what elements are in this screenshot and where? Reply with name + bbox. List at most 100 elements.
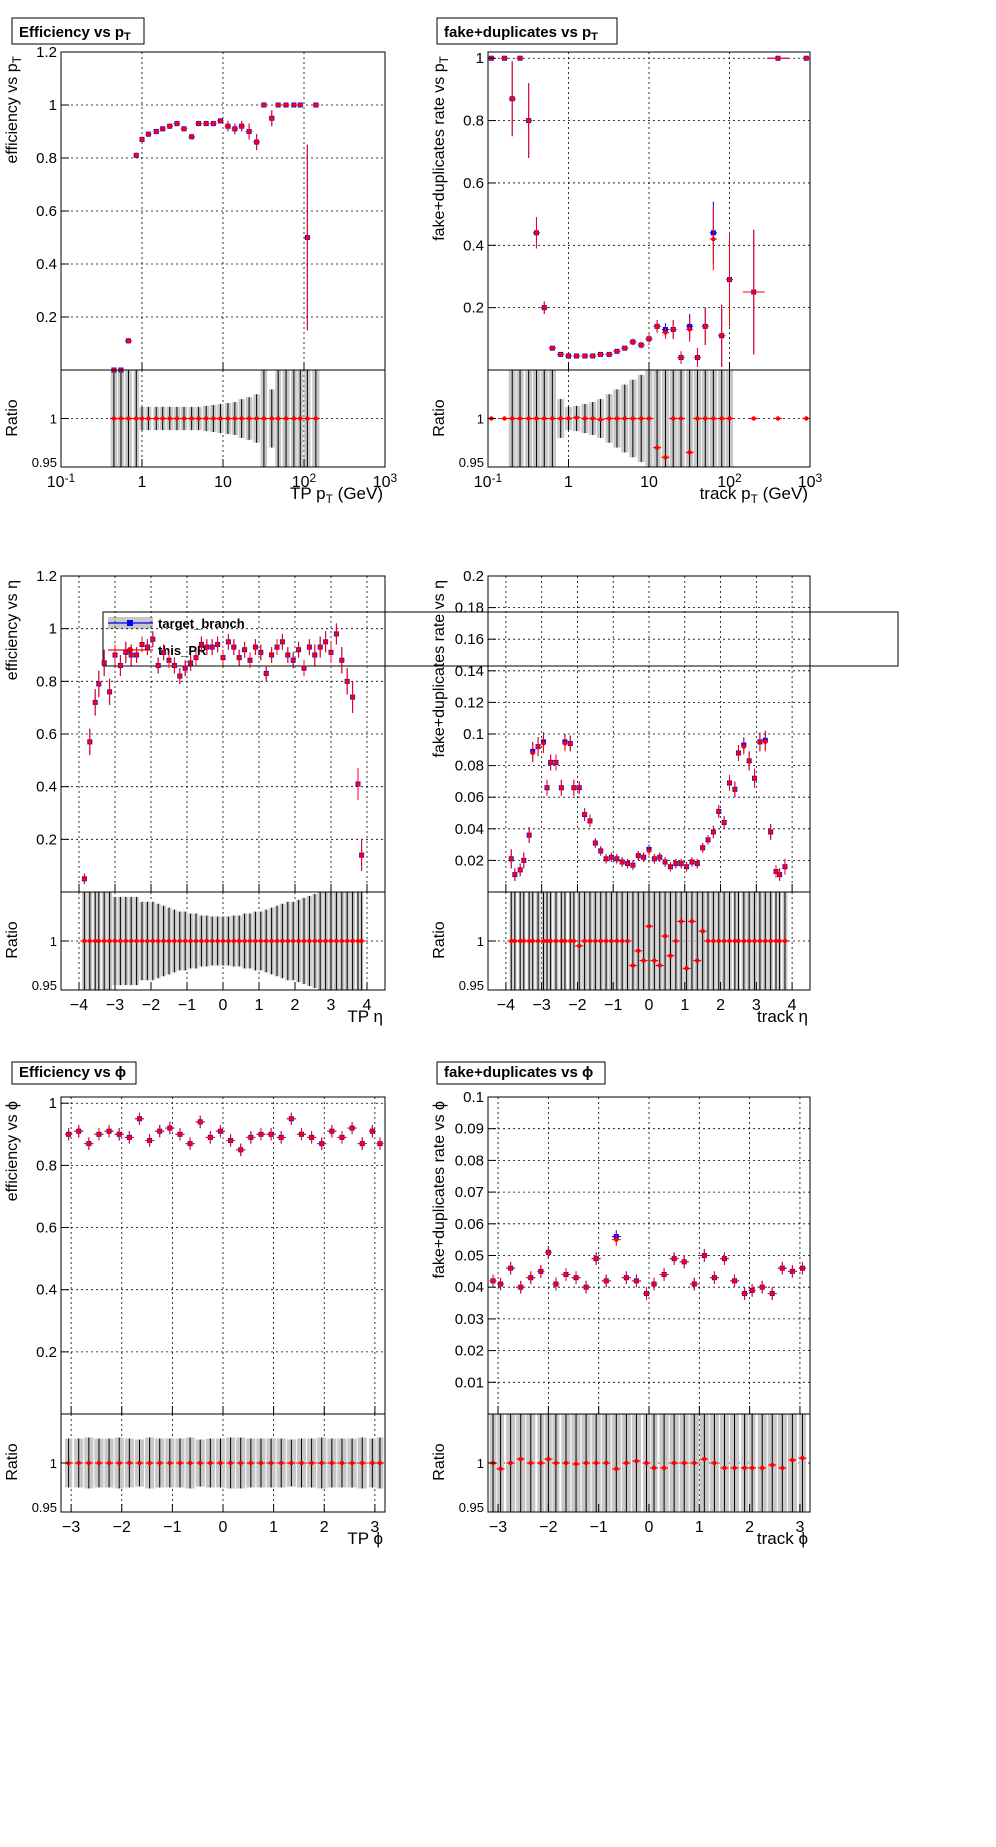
data-point-this-pr <box>196 121 201 126</box>
y-tick-label: 0.2 <box>36 1344 57 1361</box>
y-tick-label: 0.8 <box>36 1157 57 1174</box>
y-tick-label: 0.08 <box>455 1152 484 1169</box>
ratio-point <box>727 416 732 421</box>
y-tick-label: 0.01 <box>455 1374 484 1391</box>
data-point-this-pr <box>518 1285 523 1290</box>
ratio-point <box>349 1460 355 1466</box>
ratio-point <box>630 416 636 421</box>
ratio-point <box>96 938 102 944</box>
ratio-point <box>328 938 334 944</box>
data-point-this-pr <box>177 673 182 679</box>
ratio-point <box>763 938 768 944</box>
x-axis-label: track pT (GeV) <box>700 484 808 506</box>
ratio-point <box>188 938 193 944</box>
data-point-this-pr <box>220 655 226 660</box>
ratio-point <box>636 948 641 953</box>
data-point-this-pr <box>780 1265 785 1271</box>
x-tick-label: 10-1 <box>47 471 76 491</box>
y-tick-label: 0.04 <box>455 1279 484 1296</box>
data-point-this-pr <box>490 1278 496 1284</box>
data-point-this-pr <box>498 1281 503 1287</box>
data-point-this-pr <box>339 658 344 663</box>
data-point-this-pr <box>603 856 609 862</box>
data-point-this-pr <box>741 744 747 749</box>
data-point-this-pr <box>692 1281 697 1287</box>
ratio-point <box>350 938 355 944</box>
y-tick-label: 0.4 <box>36 256 57 273</box>
ratio-point <box>566 416 571 421</box>
data-point-this-pr <box>544 785 550 790</box>
chart-panel-6: fake+duplicates vs ϕ 0.01 0.02 0.03 0.04 0.05… <box>431 1061 811 1548</box>
ratio-point <box>275 416 281 421</box>
ratio-y-tick-label: 1 <box>50 1456 57 1471</box>
ratio-point <box>111 416 117 421</box>
data-point-this-pr <box>695 861 700 866</box>
ratio-point <box>238 1460 243 1466</box>
data-point-this-pr <box>258 650 263 655</box>
data-point-this-pr <box>218 118 223 124</box>
data-point-this-pr <box>646 336 652 342</box>
ratio-point <box>237 938 242 944</box>
ratio-point <box>218 1460 223 1466</box>
ratio-point <box>782 938 788 944</box>
ratio-point <box>689 919 695 924</box>
ratio-point <box>139 938 145 944</box>
data-point-this-pr <box>636 853 641 858</box>
data-point-this-pr <box>559 785 564 790</box>
ratio-point <box>161 938 166 944</box>
chart-title: fake+duplicates vs pT <box>444 24 598 43</box>
data-point-this-pr <box>526 832 532 838</box>
ratio-point <box>283 416 289 421</box>
ratio-point <box>129 938 134 944</box>
y-tick-label: 0.6 <box>36 726 57 743</box>
data-point-this-pr <box>719 333 724 338</box>
ratio-point <box>526 416 531 421</box>
data-point-this-pr <box>76 1128 81 1134</box>
ratio-point <box>703 416 708 421</box>
ratio-point <box>619 938 625 944</box>
data-point-this-pr <box>345 679 350 684</box>
ratio-point <box>269 416 274 421</box>
data-point-this-pr <box>534 230 539 236</box>
ratio-point <box>749 1465 755 1471</box>
ratio-point <box>289 1460 294 1466</box>
ratio-point <box>603 938 609 944</box>
x-tick-label: 10-1 <box>474 471 503 491</box>
x-axis-label: TP η <box>347 1007 383 1026</box>
ratio-point <box>196 416 201 421</box>
data-point-this-pr <box>630 339 636 345</box>
data-point-this-pr <box>622 345 627 351</box>
data-point-this-pr <box>339 1135 345 1140</box>
ratio-point <box>242 938 247 944</box>
y-axis-label: fake+duplicates rate vs η <box>431 580 448 757</box>
y-tick-label: 0.02 <box>455 1343 484 1360</box>
ratio-point <box>96 1460 102 1466</box>
x-tick-label: −4 <box>497 997 515 1014</box>
ratio-point <box>614 938 619 944</box>
data-point-this-pr <box>189 134 194 139</box>
ratio-point <box>668 953 673 958</box>
data-point-this-pr <box>246 129 252 134</box>
ratio-point <box>312 938 317 944</box>
chart-title-box <box>11 1061 137 1085</box>
y-tick-label: 0.14 <box>455 663 484 680</box>
data-point-this-pr <box>526 118 531 123</box>
ratio-point <box>157 1460 162 1466</box>
y-tick-label: 0.05 <box>455 1248 484 1265</box>
data-point-this-pr <box>800 1265 805 1271</box>
ratio-axis-label: Ratio <box>4 1443 21 1480</box>
ratio-point <box>247 938 253 944</box>
data-point-this-pr <box>360 1141 365 1146</box>
y-tick-label: 1 <box>49 1095 57 1112</box>
ratio-point <box>181 416 187 421</box>
y-tick-label: 0.03 <box>455 1311 484 1328</box>
ratio-point <box>705 938 711 944</box>
data-point-this-pr <box>573 1275 579 1280</box>
data-point-this-pr <box>508 1265 513 1271</box>
ratio-point <box>377 1460 383 1466</box>
ratio-point <box>264 938 269 944</box>
data-point-this-pr <box>542 305 547 310</box>
ratio-point <box>638 416 644 421</box>
ratio-point <box>652 958 657 963</box>
ratio-point <box>258 1460 264 1466</box>
